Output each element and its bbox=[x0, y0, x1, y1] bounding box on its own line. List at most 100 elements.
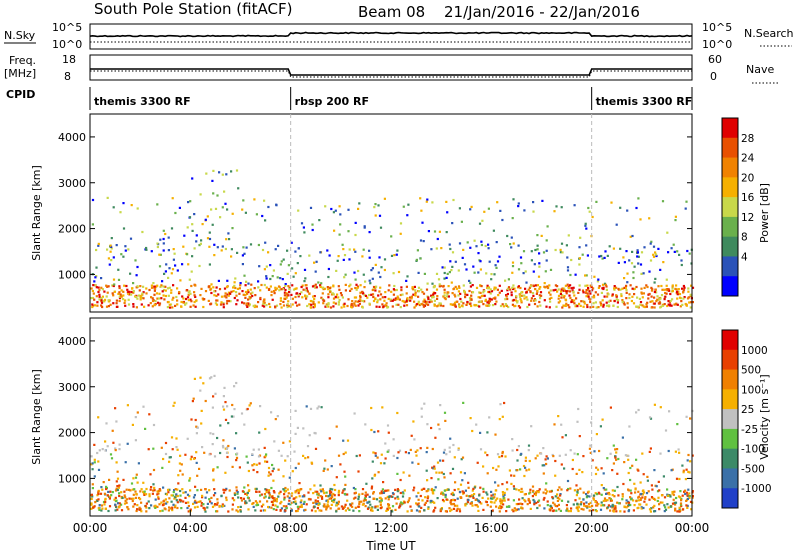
heatmap-cell bbox=[572, 290, 575, 293]
heatmap-cell bbox=[451, 265, 454, 268]
heatmap-cell bbox=[380, 490, 383, 493]
heatmap-cell bbox=[288, 286, 291, 289]
heatmap-cell bbox=[532, 489, 535, 492]
heatmap-cell bbox=[225, 451, 229, 454]
heatmap-cell bbox=[186, 506, 189, 510]
colorbar-tick-label: 24 bbox=[741, 153, 755, 165]
heatmap-cell bbox=[305, 503, 308, 506]
heatmap-cell bbox=[666, 488, 669, 491]
heatmap-cell bbox=[647, 490, 650, 493]
heatmap-cell bbox=[212, 192, 215, 195]
heatmap-cell bbox=[464, 296, 467, 299]
heatmap-cell bbox=[210, 283, 213, 286]
heatmap-cell bbox=[575, 494, 578, 497]
heatmap-cell bbox=[191, 229, 194, 232]
heatmap-cell bbox=[614, 505, 617, 508]
heatmap-cell bbox=[609, 452, 612, 455]
heatmap-cell bbox=[511, 261, 515, 264]
heatmap-cell bbox=[274, 504, 277, 507]
heatmap-cell bbox=[501, 218, 504, 222]
heatmap-cell bbox=[501, 506, 504, 509]
heatmap-cell bbox=[667, 506, 670, 509]
heatmap-cell bbox=[420, 407, 423, 410]
heatmap-cell bbox=[261, 248, 265, 252]
heatmap-cell bbox=[415, 502, 418, 505]
heatmap-cell bbox=[110, 494, 113, 497]
heatmap-cell bbox=[545, 462, 548, 466]
heatmap-cell bbox=[226, 446, 229, 449]
heatmap-cell bbox=[486, 493, 489, 496]
heatmap-cell bbox=[235, 509, 238, 512]
heatmap-cell bbox=[340, 505, 343, 508]
heatmap-cell bbox=[172, 284, 175, 287]
heatmap-cell bbox=[303, 268, 307, 271]
heatmap-cell bbox=[674, 287, 677, 290]
heatmap-cell bbox=[510, 482, 513, 485]
heatmap-cell bbox=[442, 493, 445, 496]
heatmap-cell bbox=[505, 510, 508, 513]
heatmap-cell bbox=[186, 296, 190, 299]
heatmap-cell bbox=[623, 303, 626, 306]
heatmap-cell bbox=[471, 291, 475, 294]
nave-trace bbox=[90, 70, 692, 78]
heatmap-cell bbox=[666, 304, 669, 308]
heatmap-cell bbox=[118, 506, 121, 509]
heatmap-cell bbox=[342, 258, 345, 261]
heatmap-cell bbox=[123, 490, 126, 493]
heatmap-cell bbox=[582, 455, 585, 458]
heatmap-cell bbox=[595, 510, 598, 513]
heatmap-cell bbox=[625, 289, 628, 292]
heatmap-cell bbox=[145, 506, 148, 509]
heatmap-cell bbox=[342, 439, 345, 442]
heatmap-cell bbox=[147, 448, 150, 451]
heatmap-cell bbox=[294, 272, 297, 275]
heatmap-cell bbox=[180, 300, 183, 304]
heatmap-cell bbox=[167, 491, 170, 494]
heatmap-cell bbox=[512, 287, 515, 291]
heatmap-cell bbox=[439, 404, 442, 407]
heatmap-cell bbox=[285, 296, 288, 299]
heatmap-cell bbox=[418, 303, 421, 307]
heatmap-cell bbox=[192, 496, 196, 499]
heatmap-cell bbox=[631, 295, 634, 298]
heatmap-cell bbox=[673, 501, 676, 505]
heatmap-cell bbox=[685, 200, 688, 203]
heatmap-cell bbox=[616, 472, 619, 475]
heatmap-cell bbox=[421, 221, 424, 224]
heatmap-cell bbox=[442, 451, 446, 454]
heatmap-cell bbox=[407, 452, 410, 455]
heatmap-cell bbox=[415, 509, 419, 512]
heatmap-cell bbox=[417, 491, 420, 494]
heatmap-cell bbox=[526, 298, 529, 301]
heatmap-cell bbox=[387, 489, 390, 492]
heatmap-cell bbox=[171, 268, 175, 271]
heatmap-cell bbox=[342, 452, 345, 456]
heatmap-cell bbox=[667, 494, 670, 497]
heatmap-cell bbox=[441, 266, 444, 269]
heatmap-cell bbox=[280, 260, 283, 263]
heatmap-cell bbox=[680, 499, 683, 502]
heatmap-cell bbox=[531, 485, 535, 488]
heatmap-cell bbox=[145, 493, 148, 496]
heatmap-cell bbox=[213, 374, 216, 377]
heatmap-cell bbox=[653, 306, 656, 309]
heatmap-cell bbox=[394, 297, 397, 300]
heatmap-cell bbox=[551, 496, 554, 499]
heatmap-cell bbox=[592, 494, 596, 497]
heatmap-cell bbox=[371, 477, 374, 480]
heatmap-cell bbox=[399, 502, 402, 506]
heatmap-cell bbox=[193, 494, 196, 497]
heatmap-cell bbox=[468, 289, 471, 293]
nsearch-tick-low: 10^0 bbox=[702, 38, 732, 51]
heatmap-cell bbox=[587, 490, 590, 493]
heatmap-cell bbox=[342, 489, 345, 492]
heatmap-cell bbox=[91, 305, 94, 309]
heatmap-cell bbox=[160, 284, 163, 287]
heatmap-cell bbox=[560, 463, 563, 466]
heatmap-cell bbox=[399, 306, 402, 309]
heatmap-cell bbox=[502, 305, 505, 308]
heatmap-cell bbox=[633, 504, 636, 507]
heatmap-cell bbox=[335, 504, 338, 507]
heatmap-cell bbox=[402, 492, 405, 495]
heatmap-cell bbox=[246, 407, 249, 411]
